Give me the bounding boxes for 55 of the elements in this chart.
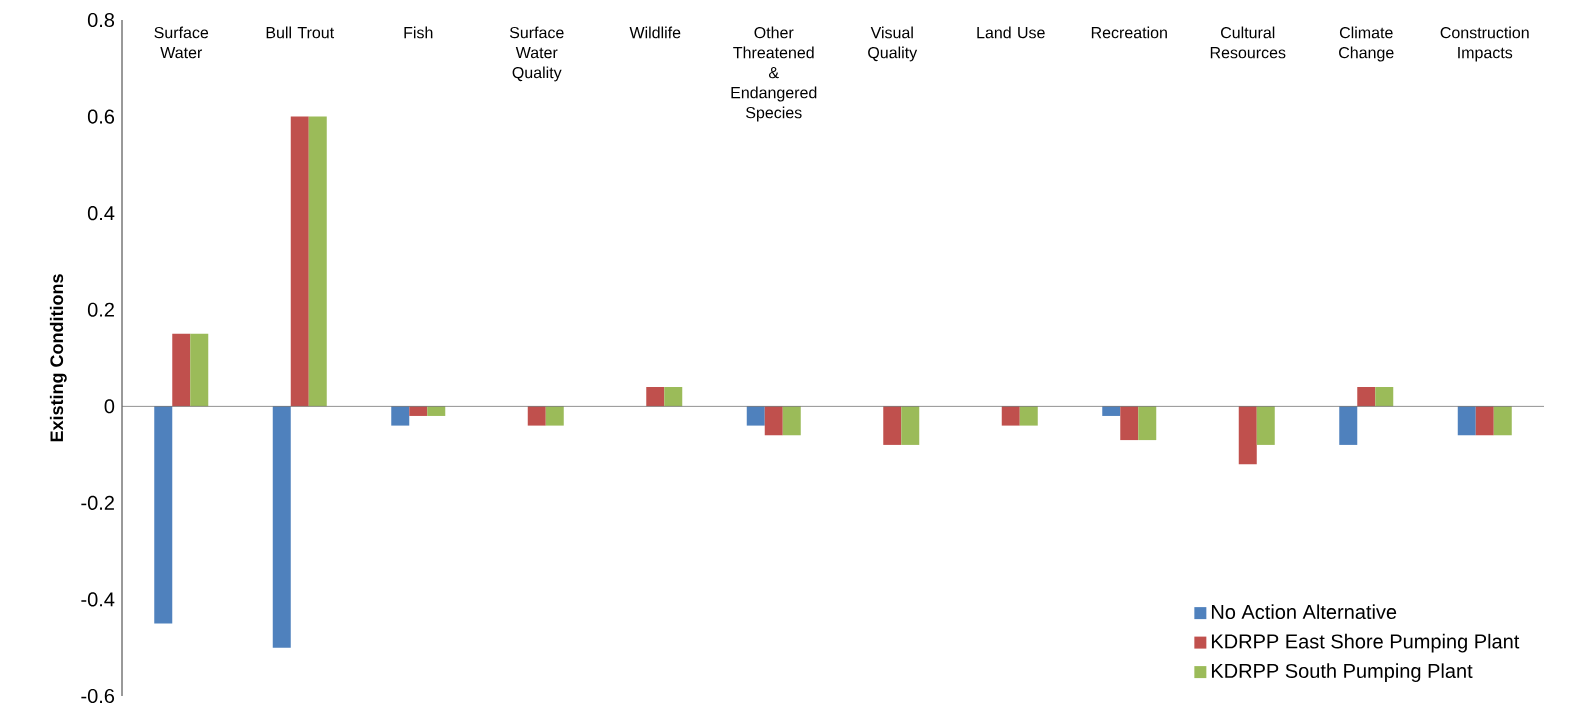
bar [1493,406,1512,436]
bar [1138,406,1157,441]
bar [427,406,446,416]
x-tick-label: Surface Water [154,26,209,59]
y-tick-label: -0.2 [81,495,114,510]
x-tick-label: Bull Trout [266,26,335,39]
x-tick-label: Other Threatened & Endangered Species [731,26,817,122]
y-tick-label: 0.2 [87,302,114,317]
bar [1238,406,1257,465]
bar [154,406,173,624]
bar [746,406,765,426]
bar [1256,406,1275,445]
bar [290,116,309,407]
bar [901,406,920,445]
bar [1357,386,1376,407]
legend-label: No Action Alternative [1211,604,1397,620]
y-tick-label: 0.4 [87,206,115,221]
x-tick-label: Fish [404,26,433,39]
y-tick-label: 0 [104,399,115,414]
bar [664,386,683,407]
y-tick-label: 0.8 [87,12,115,28]
x-tick-label: Wildlife [629,26,681,39]
bar [764,406,783,436]
bar [646,386,665,407]
bar [545,406,564,426]
y-axis-title: Existing Conditions [49,274,67,442]
y-tick-label: -0.4 [81,592,115,607]
bar [1102,406,1121,416]
bar [190,333,209,407]
bar [883,406,902,445]
bar [308,116,327,407]
x-tick-label: Cultural Resources [1210,26,1286,59]
bar [272,406,291,648]
x-tick-label: Construction Impacts [1440,26,1529,62]
legend-label: KDRPP East Shore Pumping Plant [1211,633,1520,653]
bar [1019,406,1038,426]
bar [172,333,191,407]
bar [1475,406,1494,436]
bar [1375,386,1394,407]
y-tick-label: 0.6 [87,109,115,124]
x-tick-label: Land Use [977,26,1045,39]
bar [1120,406,1139,441]
bar [1339,406,1358,445]
bar [391,406,410,426]
x-tick-label: Visual Quality [868,26,918,62]
x-tick-label: Climate Change [1339,26,1394,62]
bar [1001,406,1020,426]
legend-label: KDRPP South Pumping Plant [1211,663,1473,682]
bar [1457,406,1476,436]
bar [527,406,546,426]
y-tick-label: -0.6 [81,688,115,704]
x-tick-label: Recreation [1091,26,1167,39]
x-tick-label: Surface Water Quality [509,26,564,82]
bar [409,406,428,416]
bar [782,406,801,436]
